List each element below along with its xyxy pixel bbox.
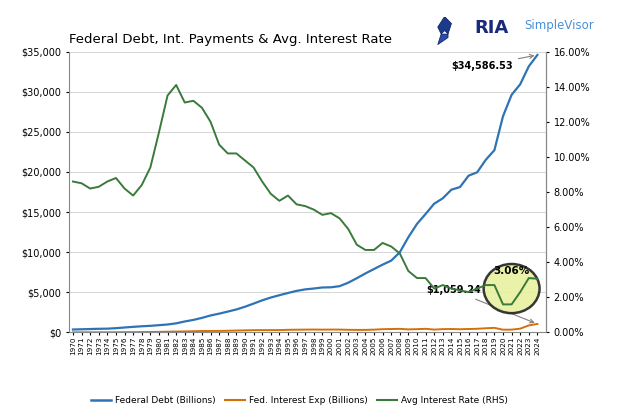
- Text: 3.06%: 3.06%: [494, 266, 530, 276]
- Polygon shape: [438, 34, 448, 45]
- Text: $1,059.24: $1,059.24: [426, 285, 534, 323]
- Text: SimpleVisor: SimpleVisor: [524, 19, 594, 31]
- Text: RIA: RIA: [474, 19, 509, 37]
- Polygon shape: [438, 17, 452, 34]
- Text: $34,586.53: $34,586.53: [451, 55, 534, 71]
- Ellipse shape: [484, 264, 540, 313]
- Legend: Federal Debt (Billions), Fed. Interest Exp (Billions), Avg Interest Rate (RHS): Federal Debt (Billions), Fed. Interest E…: [87, 392, 512, 408]
- Text: Federal Debt, Int. Payments & Avg. Interest Rate: Federal Debt, Int. Payments & Avg. Inter…: [69, 33, 392, 46]
